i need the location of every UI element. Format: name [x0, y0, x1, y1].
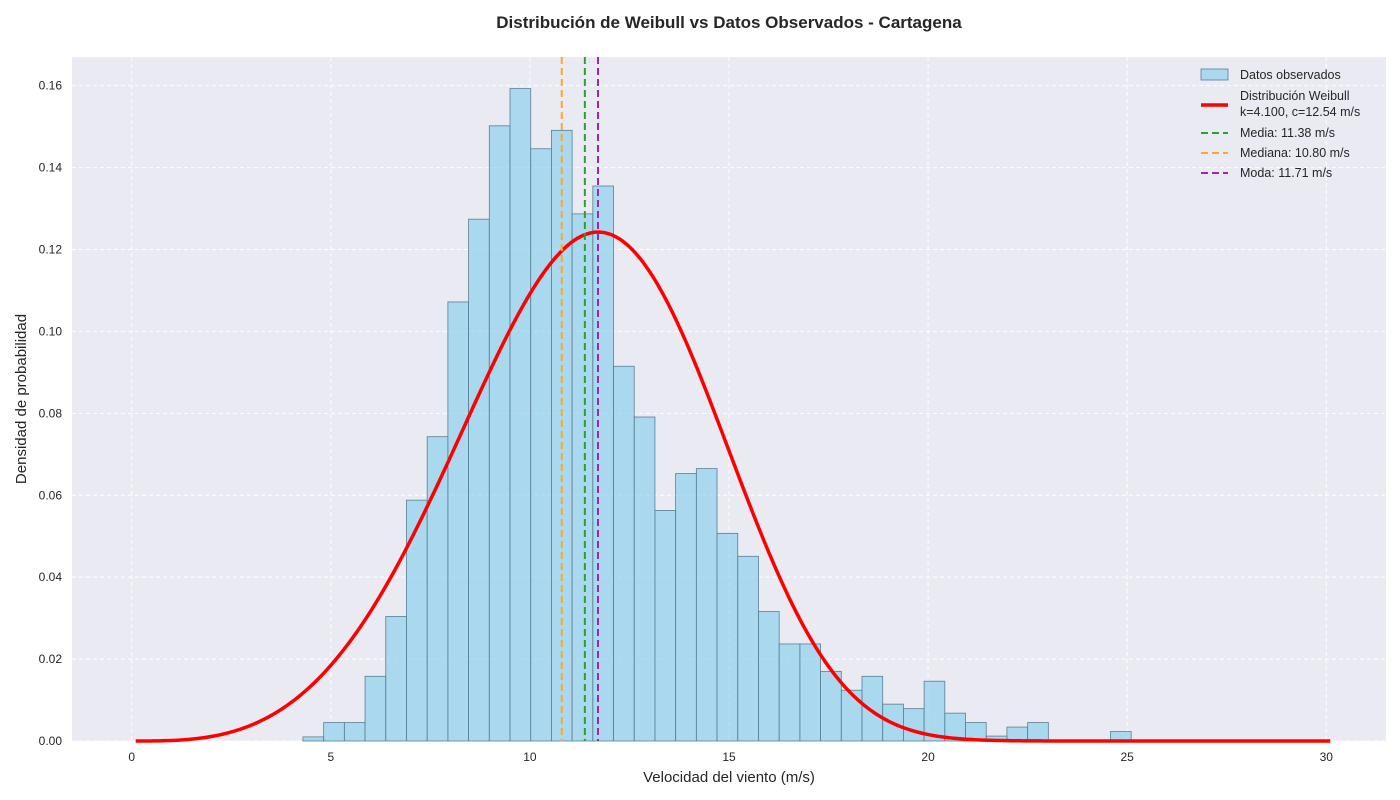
histogram-bar [695, 468, 718, 742]
histogram-bar [592, 185, 614, 742]
histogram-bar [923, 680, 946, 742]
y-tick-label: 0.10 [39, 324, 63, 338]
x-axis-label: Velocidad del viento (m/s) [643, 769, 815, 786]
legend: Datos observados Distribución Weibull k=4.… [1200, 68, 1360, 180]
x-tick-label: 10 [523, 750, 537, 764]
histogram-bar [633, 416, 656, 742]
legend-label-observed: Datos observados [1240, 68, 1341, 82]
histogram-bar [323, 722, 345, 742]
histogram-bar [716, 532, 739, 742]
histogram-bar [758, 611, 780, 742]
legend-item-observed: Datos observados [1200, 68, 1341, 82]
x-axis-ticks: 0 5 10 15 20 25 30 [128, 750, 1333, 764]
legend-label-weibull: k=4.100, c=12.54 m/s [1240, 105, 1360, 119]
histogram-bar [343, 722, 366, 742]
y-tick-label: 0.00 [39, 734, 63, 748]
legend-label-vline: Moda: 11.71 m/s [1240, 166, 1332, 180]
histogram-bars [302, 88, 1132, 742]
histogram-bar [1027, 722, 1049, 742]
histogram-bar [1006, 726, 1029, 742]
histogram-bar [302, 736, 325, 742]
y-tick-label: 0.08 [39, 406, 63, 420]
y-tick-label: 0.12 [39, 243, 63, 257]
y-axis-label: Densidad de probabilidad [13, 314, 30, 484]
chart-title: Distribución de Weibull vs Datos Observa… [496, 13, 962, 32]
histogram-bar [571, 213, 594, 742]
legend-item-vline: Media: 11.38 m/s [1201, 126, 1335, 140]
histogram-bar [509, 88, 532, 742]
x-tick-label: 25 [1121, 750, 1135, 764]
legend-item-weibull: Distribución Weibull k=4.100, c=12.54 m/s [1201, 89, 1360, 119]
histogram-bar [903, 708, 925, 742]
y-tick-label: 0.14 [39, 161, 63, 175]
x-tick-label: 30 [1320, 750, 1334, 764]
legend-label-vline: Media: 11.38 m/s [1240, 126, 1335, 140]
x-tick-label: 15 [722, 750, 736, 764]
histogram-bar [613, 365, 635, 742]
histogram-bar [406, 499, 428, 742]
histogram-bar [447, 301, 469, 742]
legend-label-weibull: Distribución Weibull [1240, 89, 1350, 103]
histogram-bar [675, 473, 697, 742]
y-tick-label: 0.06 [39, 488, 63, 502]
histogram-bar [778, 643, 801, 742]
histogram-bar [364, 675, 387, 742]
legend-swatch-observed [1200, 68, 1229, 81]
weibull-curve-layer [135, 230, 1331, 743]
histogram-bar [820, 670, 842, 742]
legend-label-vline: Mediana: 10.80 m/s [1240, 146, 1350, 160]
x-tick-label: 5 [327, 750, 334, 764]
histogram-bar [530, 148, 552, 742]
y-tick-label: 0.16 [39, 79, 63, 93]
histogram-bar [737, 555, 759, 742]
histogram-bar [385, 616, 407, 742]
y-axis-ticks: 0.00 0.02 0.04 0.06 0.08 0.10 0.12 0.14 0.16 [39, 79, 63, 748]
histogram-bar [861, 675, 884, 742]
histogram-bar [468, 218, 490, 742]
histogram-bar [840, 689, 863, 742]
legend-item-vline: Moda: 11.71 m/s [1201, 166, 1332, 180]
histogram-bar [654, 510, 677, 742]
x-tick-label: 20 [921, 750, 935, 764]
y-tick-label: 0.04 [39, 570, 63, 584]
weibull-curve [135, 230, 1331, 743]
y-tick-label: 0.02 [39, 652, 63, 666]
x-tick-label: 0 [128, 750, 135, 764]
histogram-bar [799, 643, 821, 742]
legend-item-vline: Mediana: 10.80 m/s [1201, 146, 1350, 160]
histogram-bar [488, 125, 511, 742]
reference-lines [560, 57, 599, 741]
